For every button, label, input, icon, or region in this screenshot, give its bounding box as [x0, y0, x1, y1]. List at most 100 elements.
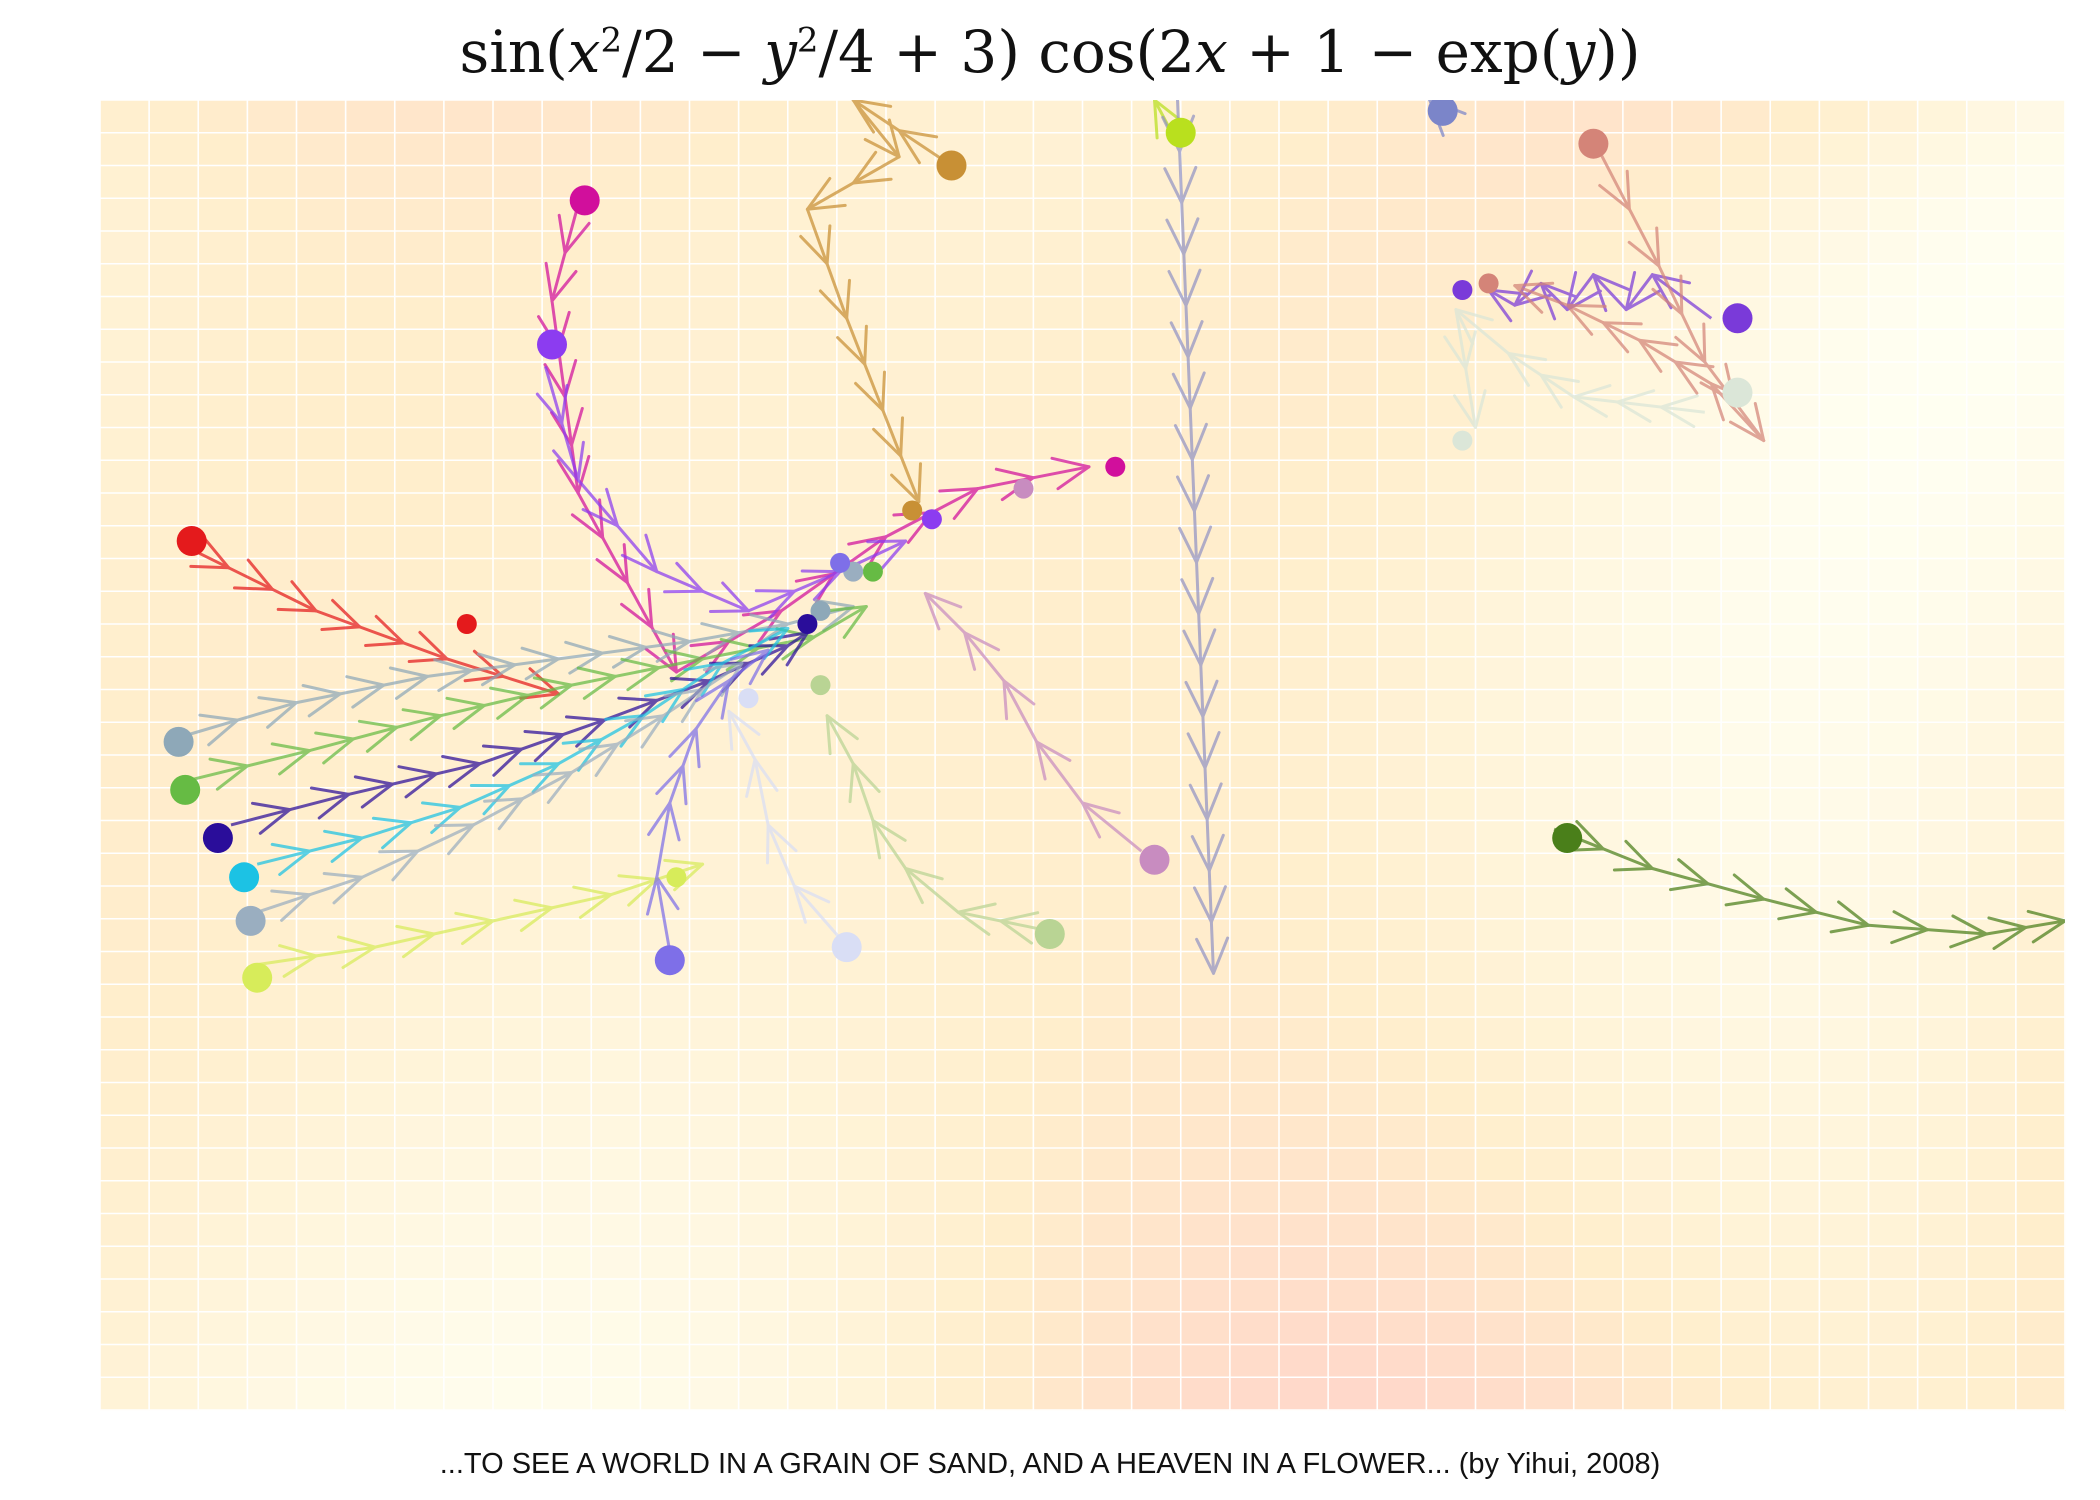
arrowhead	[1197, 576, 1215, 616]
heatmap-cell	[198, 362, 248, 396]
heatmap-cell	[198, 1180, 248, 1215]
heatmap-cell	[1868, 165, 1919, 199]
arrowhead	[695, 679, 731, 703]
arrowhead	[644, 688, 685, 698]
arrowhead	[1575, 820, 1605, 851]
heatmap-cell	[345, 263, 396, 298]
heatmap-cell	[394, 1049, 445, 1084]
heatmap-cell	[1131, 493, 1182, 527]
heatmap-cell	[1131, 558, 1182, 592]
arrowhead	[482, 744, 523, 751]
arrowhead	[581, 508, 619, 528]
heatmap-cell	[836, 787, 887, 822]
heatmap-cell	[886, 951, 936, 985]
heatmap-cell	[787, 820, 838, 854]
heatmap-cell	[1279, 1344, 1329, 1378]
heatmap-cell	[247, 362, 298, 396]
heatmap-cell	[1721, 656, 1771, 691]
heatmap-cell	[886, 918, 936, 953]
heatmap-cell	[1868, 951, 1919, 985]
heatmap-cell	[100, 886, 150, 920]
heatmap-cell	[1721, 951, 1771, 985]
heatmap-cell	[2015, 656, 2066, 691]
heatmap-cell	[1328, 656, 1378, 691]
heatmap-cell	[100, 689, 150, 723]
arrowhead	[1513, 281, 1555, 288]
arrowhead	[322, 737, 355, 765]
heatmap-cell	[149, 820, 199, 854]
heatmap-cell	[1917, 1082, 1968, 1116]
heatmap-cell	[689, 460, 740, 494]
heatmap-cell	[1229, 558, 1280, 592]
heatmap-cell	[1819, 394, 1870, 429]
heatmap-cell	[1328, 100, 1378, 134]
heatmap-cell	[296, 460, 347, 494]
heatmap-cell	[1721, 755, 1771, 789]
heatmap-cell	[394, 460, 445, 494]
heatmap-cell	[345, 1377, 396, 1411]
arrowhead	[729, 648, 770, 661]
heatmap-cell	[198, 951, 248, 985]
arrowhead	[564, 640, 604, 655]
arrowhead	[1184, 680, 1205, 718]
heatmap-cell	[984, 558, 1034, 592]
heatmap-cell	[984, 198, 1034, 232]
heatmap-cell	[1229, 1148, 1280, 1182]
arrowhead	[331, 598, 362, 629]
heatmap-cell	[1721, 1279, 1771, 1313]
heatmap-cell	[1672, 1082, 1722, 1116]
heatmap-cell	[1672, 1213, 1722, 1247]
heatmap-cell	[1573, 689, 1624, 723]
heatmap-cell	[787, 1311, 838, 1346]
arrowhead	[1572, 395, 1608, 418]
heatmap-cell	[591, 165, 641, 199]
heatmap-cell	[443, 1115, 494, 1149]
heatmap-cell	[1328, 427, 1378, 461]
heatmap-cell	[1524, 787, 1575, 822]
title-part: sin(	[459, 18, 568, 86]
heatmap-cell	[1082, 1344, 1133, 1378]
heatmap-cell	[640, 263, 691, 298]
heatmap-cell	[296, 296, 347, 330]
heatmap-cell	[689, 100, 740, 134]
heatmap-cell	[1622, 656, 1673, 691]
arrowhead	[266, 701, 298, 729]
heatmap-cell	[345, 1082, 396, 1116]
arrowhead	[1673, 360, 1715, 369]
heatmap-cell	[1229, 362, 1280, 396]
heatmap-cell	[100, 558, 150, 592]
heatmap-cell	[1082, 1082, 1133, 1116]
arrowhead	[694, 727, 701, 769]
heatmap-cell	[1524, 918, 1575, 953]
heatmap-cell	[1131, 525, 1182, 560]
heatmap-cell	[1917, 558, 1968, 592]
heatmap-cell	[247, 394, 298, 429]
heatmap-cell	[1131, 918, 1182, 953]
arrowhead	[208, 757, 249, 768]
endpoint-marker	[456, 614, 477, 634]
heatmap-cell	[836, 1180, 887, 1215]
heatmap-cell	[787, 394, 838, 429]
heatmap-cell	[1524, 558, 1575, 592]
heatmap-cell	[1770, 263, 1820, 298]
heatmap-cell	[1868, 689, 1919, 723]
heatmap-cell	[1033, 525, 1084, 560]
heatmap-cell	[100, 755, 150, 789]
heatmap-cell	[1279, 362, 1329, 396]
heatmap-cell	[149, 624, 199, 658]
arrowhead	[539, 683, 574, 710]
heatmap-cell	[1180, 1017, 1231, 1051]
arrowhead	[1539, 373, 1580, 383]
heatmap-cell	[591, 427, 641, 461]
arrowhead	[578, 742, 619, 751]
heatmap-cell	[1770, 493, 1820, 527]
arrowhead	[1207, 833, 1225, 873]
heatmap-cell	[542, 820, 592, 854]
heatmap-cell	[1082, 722, 1133, 756]
heatmap-cell	[984, 787, 1034, 822]
arrowhead	[702, 661, 744, 672]
heatmap-cell	[1475, 1115, 1526, 1149]
heatmap-cell	[1819, 1344, 1870, 1378]
heatmap-cell	[1131, 427, 1182, 461]
heatmap-cell	[247, 1115, 298, 1149]
